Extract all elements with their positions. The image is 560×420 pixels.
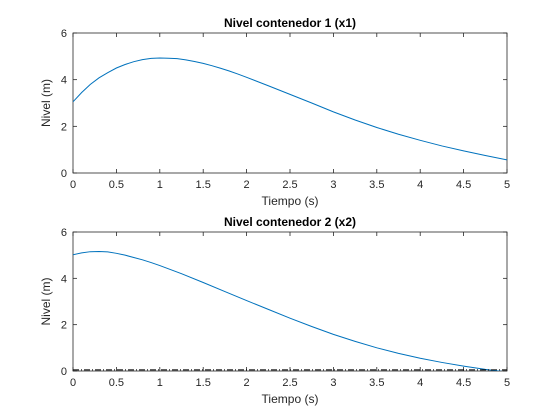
plot-1-y-tick-label: 4 xyxy=(61,75,67,87)
plot-1-y-axis-label: Nivel (m) xyxy=(39,79,53,127)
plot-1-series-1-line xyxy=(73,57,507,161)
plot-2-x-tick-label: 1.5 xyxy=(196,377,211,389)
plot-2-x-tick-label: 3 xyxy=(330,377,336,389)
plot-1: Nivel contenedor 1 (x1) Tiempo (s) Nivel… xyxy=(39,16,510,208)
plot-1-x-tick-label: 2.5 xyxy=(282,179,297,191)
plot-1-x-tick-label: 0.5 xyxy=(109,179,124,191)
plot-2-y-tick-label: 2 xyxy=(61,320,67,332)
plot-1-x-tick-label: 3.5 xyxy=(369,179,384,191)
plot-2-x-tick-label: 2 xyxy=(244,377,250,389)
plot-2-x-tick-label: 0 xyxy=(70,377,76,389)
plot-2-y-tick-label: 0 xyxy=(61,366,67,378)
plot-2-x-tick-label: 1 xyxy=(157,377,163,389)
plot-2-x-tick-label: 0.5 xyxy=(109,377,124,389)
plot-2-x-tick-label: 5 xyxy=(504,377,510,389)
plot-1-title: Nivel contenedor 1 (x1) xyxy=(224,16,356,30)
plot-1-y-tick-label: 2 xyxy=(61,121,67,133)
plot-2: Nivel contenedor 2 (x2) Tiempo (s) Nivel… xyxy=(39,215,510,406)
plot-2-x-axis-label: Tiempo (s) xyxy=(262,392,319,406)
plot-1-x-tick-label: 4 xyxy=(417,179,423,191)
plot-1-y-tick-label: 0 xyxy=(61,168,67,180)
plot-1-x-tick-label: 1.5 xyxy=(196,179,211,191)
plot-1-x-tick-label: 1 xyxy=(157,179,163,191)
plot-2-y-tick-label: 4 xyxy=(61,273,67,285)
plot-1-axes-box xyxy=(72,32,508,174)
plot-2-y-tick-label: 6 xyxy=(61,227,67,239)
plot-2-x-tick-label: 3.5 xyxy=(369,377,384,389)
plot-1-x-tick-label: 0 xyxy=(70,179,76,191)
plot-2-title: Nivel contenedor 2 (x2) xyxy=(224,215,356,229)
plot-1-x-axis-label: Tiempo (s) xyxy=(262,194,319,208)
plot-1-x-tick-label: 2 xyxy=(244,179,250,191)
plot-1-y-tick-label: 6 xyxy=(61,28,67,40)
plot-2-x-tick-label: 4.5 xyxy=(456,377,471,389)
plot-2-axes-box xyxy=(72,231,508,372)
plot-2-x-tick-label: 2.5 xyxy=(282,377,297,389)
plot-1-x-tick-label: 3 xyxy=(330,179,336,191)
plot-2-y-axis-label: Nivel (m) xyxy=(39,278,53,326)
plot-1-x-tick-label: 4.5 xyxy=(456,179,471,191)
plot-2-series-1-line xyxy=(73,250,504,371)
plot-2-x-tick-label: 4 xyxy=(417,377,423,389)
plot-1-x-tick-label: 5 xyxy=(504,179,510,191)
